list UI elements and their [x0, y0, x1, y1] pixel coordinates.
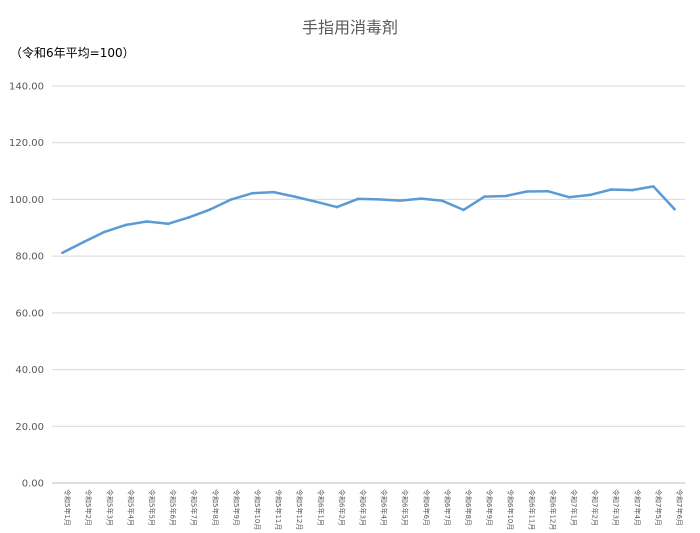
data-point	[356, 197, 360, 201]
data-point	[630, 188, 634, 192]
data-point	[251, 191, 254, 195]
data-point	[293, 195, 296, 198]
x-tick-label: 令和5年8月	[211, 489, 220, 526]
x-tick-label: 令和5年9月	[232, 489, 241, 526]
data-point	[441, 199, 444, 203]
x-tick-label: 令和6年10月	[506, 489, 515, 530]
x-tick-label: 令和5年11月	[274, 489, 283, 530]
x-tick-label: 令和6年6月	[422, 489, 431, 526]
y-tick-label: 40.00	[15, 365, 44, 376]
data-point	[314, 200, 318, 203]
data-point	[166, 222, 170, 226]
x-tick-label: 令和5年2月	[84, 489, 93, 526]
data-point	[398, 199, 402, 202]
chart-subtitle: （令和6年平均=100）	[10, 46, 135, 60]
data-point	[419, 197, 423, 200]
data-point	[335, 205, 339, 209]
x-tick-label: 令和6年8月	[464, 489, 473, 526]
x-tick-label: 令和7年2月	[591, 489, 600, 526]
data-point	[377, 198, 381, 201]
y-tick-label: 100.00	[9, 195, 44, 206]
y-tick-label: 140.00	[9, 82, 44, 93]
data-point	[187, 215, 191, 219]
data-point	[103, 230, 107, 234]
x-tick-label: 令和5年6月	[169, 489, 178, 526]
data-point	[673, 207, 676, 211]
data-point	[145, 220, 149, 223]
x-tick-label: 令和7年3月	[612, 489, 621, 526]
x-tick-label: 令和6年11月	[527, 489, 536, 530]
data-point	[272, 190, 275, 194]
x-tick-label: 令和6年7月	[443, 489, 452, 526]
data-point	[609, 188, 613, 191]
chart-title: 手指用消毒剤	[301, 18, 398, 37]
data-point	[124, 223, 128, 227]
series-layer	[61, 185, 676, 255]
data-point	[525, 190, 529, 193]
data-point	[546, 189, 550, 193]
series-line	[61, 185, 676, 254]
x-tick-label: 令和5年5月	[147, 489, 156, 526]
y-tick-label: 60.00	[15, 308, 44, 319]
x-tick-label: 令和7年1月	[569, 489, 578, 526]
x-tick-label: 令和7年5月	[654, 489, 663, 526]
y-tick-label: 80.00	[15, 252, 44, 263]
gridlines	[52, 85, 685, 484]
data-point	[504, 194, 507, 198]
y-tick-label: 120.00	[9, 138, 44, 149]
data-point	[462, 208, 465, 212]
x-tick-label: 令和6年9月	[485, 489, 494, 526]
x-tick-label: 令和7年6月	[675, 489, 684, 526]
x-tick-label: 令和7年4月	[633, 489, 642, 526]
data-point	[567, 195, 571, 199]
data-point	[230, 198, 233, 201]
x-tick-label: 令和6年1月	[316, 489, 325, 526]
x-tick-label: 令和6年4月	[380, 489, 389, 526]
x-tick-label: 令和6年3月	[358, 489, 367, 526]
data-point	[483, 195, 486, 198]
x-tick-label: 令和6年2月	[337, 489, 346, 526]
y-tick-label: 0.00	[22, 479, 44, 490]
data-point	[652, 185, 655, 188]
data-point	[208, 208, 212, 211]
x-tick-label: 令和6年12月	[548, 489, 557, 530]
x-tick-label: 令和5年10月	[253, 489, 262, 530]
x-tick-label: 令和5年3月	[105, 489, 114, 526]
data-point	[82, 240, 85, 244]
x-axis-tick-labels: 令和5年1月 令和5年2月 令和5年3月 令和5年4月 令和5年5月 令和5年6月 令和5年…	[63, 489, 684, 530]
y-tick-label: 20.00	[15, 422, 44, 433]
x-tick-label: 令和6年5月	[401, 489, 410, 526]
y-axis-tick-labels: 0.00 20.00 40.00 60.00 80.00 100.00 120.00 140.…	[9, 82, 44, 490]
x-tick-label: 令和5年12月	[295, 489, 304, 530]
x-tick-label: 令和5年1月	[63, 489, 72, 526]
x-tick-label: 令和5年7月	[190, 489, 199, 526]
x-tick-label: 令和5年4月	[126, 489, 135, 526]
data-point	[588, 193, 592, 197]
data-point	[61, 251, 64, 255]
